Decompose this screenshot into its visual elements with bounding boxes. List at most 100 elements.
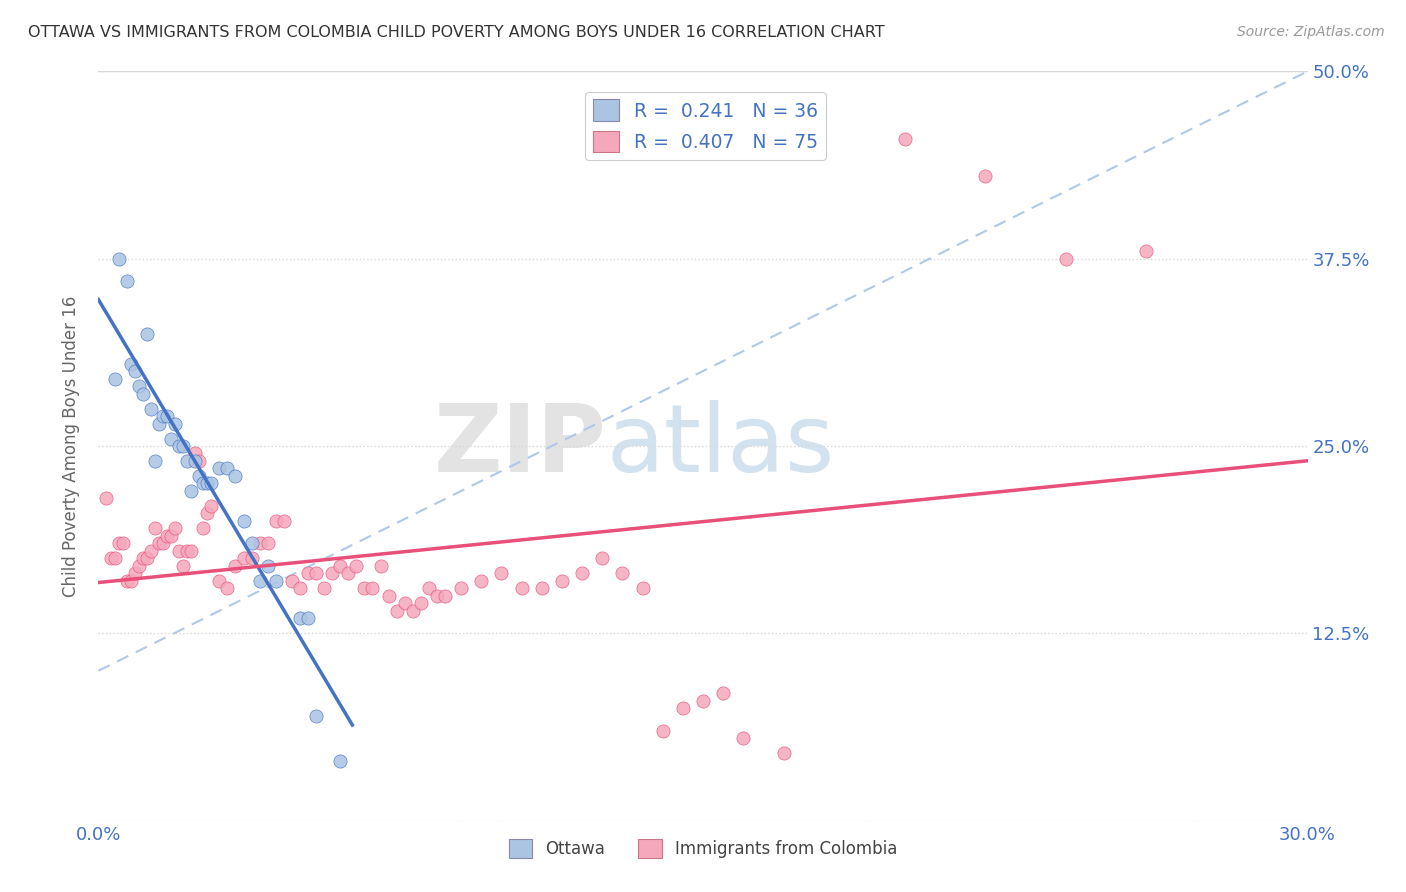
Point — [321, 566, 343, 581]
Point — [409, 596, 432, 610]
Point — [217, 461, 239, 475]
Point — [612, 566, 634, 581]
Point — [188, 469, 211, 483]
Point — [184, 454, 207, 468]
Point — [124, 364, 146, 378]
Point — [1054, 252, 1077, 266]
Point — [180, 544, 202, 558]
Point — [733, 731, 755, 746]
Point — [256, 536, 278, 550]
Point — [361, 582, 384, 596]
Point — [232, 551, 254, 566]
Point — [281, 574, 304, 588]
Point — [208, 574, 231, 588]
Point — [551, 574, 574, 588]
Point — [240, 536, 263, 550]
Point — [152, 536, 174, 550]
Point — [132, 551, 155, 566]
Text: Source: ZipAtlas.com: Source: ZipAtlas.com — [1237, 25, 1385, 39]
Point — [426, 589, 449, 603]
Text: OTTAWA VS IMMIGRANTS FROM COLOMBIA CHILD POVERTY AMONG BOYS UNDER 16 CORRELATION: OTTAWA VS IMMIGRANTS FROM COLOMBIA CHILD… — [28, 25, 884, 40]
Point — [148, 417, 170, 431]
Point — [394, 596, 416, 610]
Point — [288, 582, 311, 596]
Point — [120, 357, 142, 371]
Y-axis label: Child Poverty Among Boys Under 16: Child Poverty Among Boys Under 16 — [62, 295, 80, 597]
Point — [195, 476, 218, 491]
Point — [195, 507, 218, 521]
Point — [434, 589, 457, 603]
Point — [143, 521, 166, 535]
Point — [651, 723, 673, 738]
Point — [893, 132, 915, 146]
Point — [107, 536, 129, 550]
Legend: Ottawa, Immigrants from Colombia: Ottawa, Immigrants from Colombia — [502, 832, 904, 864]
Point — [120, 574, 142, 588]
Point — [711, 686, 734, 700]
Point — [176, 544, 198, 558]
Text: atlas: atlas — [606, 400, 835, 492]
Text: ZIP: ZIP — [433, 400, 606, 492]
Point — [1135, 244, 1157, 259]
Point — [160, 432, 183, 446]
Point — [264, 514, 287, 528]
Point — [124, 566, 146, 581]
Point — [163, 521, 186, 535]
Point — [470, 574, 492, 588]
Point — [232, 514, 254, 528]
Point — [224, 558, 246, 573]
Point — [249, 574, 271, 588]
Point — [377, 589, 399, 603]
Point — [344, 558, 367, 573]
Point — [163, 417, 186, 431]
Point — [103, 371, 125, 385]
Point — [288, 611, 311, 625]
Point — [974, 169, 997, 184]
Point — [305, 566, 328, 581]
Point — [631, 582, 654, 596]
Point — [188, 454, 211, 468]
Point — [200, 476, 222, 491]
Point — [115, 274, 138, 288]
Point — [128, 558, 150, 573]
Point — [184, 446, 207, 460]
Point — [591, 551, 613, 566]
Point — [200, 499, 222, 513]
Point — [530, 582, 553, 596]
Point — [135, 326, 157, 341]
Point — [172, 558, 194, 573]
Point — [160, 529, 183, 543]
Point — [193, 476, 215, 491]
Point — [672, 701, 695, 715]
Point — [103, 551, 125, 566]
Point — [128, 379, 150, 393]
Point — [329, 754, 352, 768]
Point — [571, 566, 593, 581]
Point — [402, 604, 425, 618]
Point — [217, 582, 239, 596]
Point — [139, 544, 162, 558]
Point — [772, 746, 794, 760]
Point — [297, 566, 319, 581]
Point — [135, 551, 157, 566]
Point — [172, 439, 194, 453]
Point — [273, 514, 295, 528]
Point — [208, 461, 231, 475]
Point — [100, 551, 122, 566]
Point — [510, 582, 533, 596]
Point — [156, 409, 179, 423]
Point — [491, 566, 513, 581]
Point — [193, 521, 215, 535]
Point — [353, 582, 375, 596]
Point — [139, 401, 162, 416]
Point — [148, 536, 170, 550]
Point — [180, 483, 202, 498]
Point — [156, 529, 179, 543]
Point — [297, 611, 319, 625]
Point — [224, 469, 246, 483]
Point — [314, 582, 336, 596]
Point — [176, 454, 198, 468]
Point — [143, 454, 166, 468]
Point — [692, 694, 714, 708]
Point — [132, 386, 155, 401]
